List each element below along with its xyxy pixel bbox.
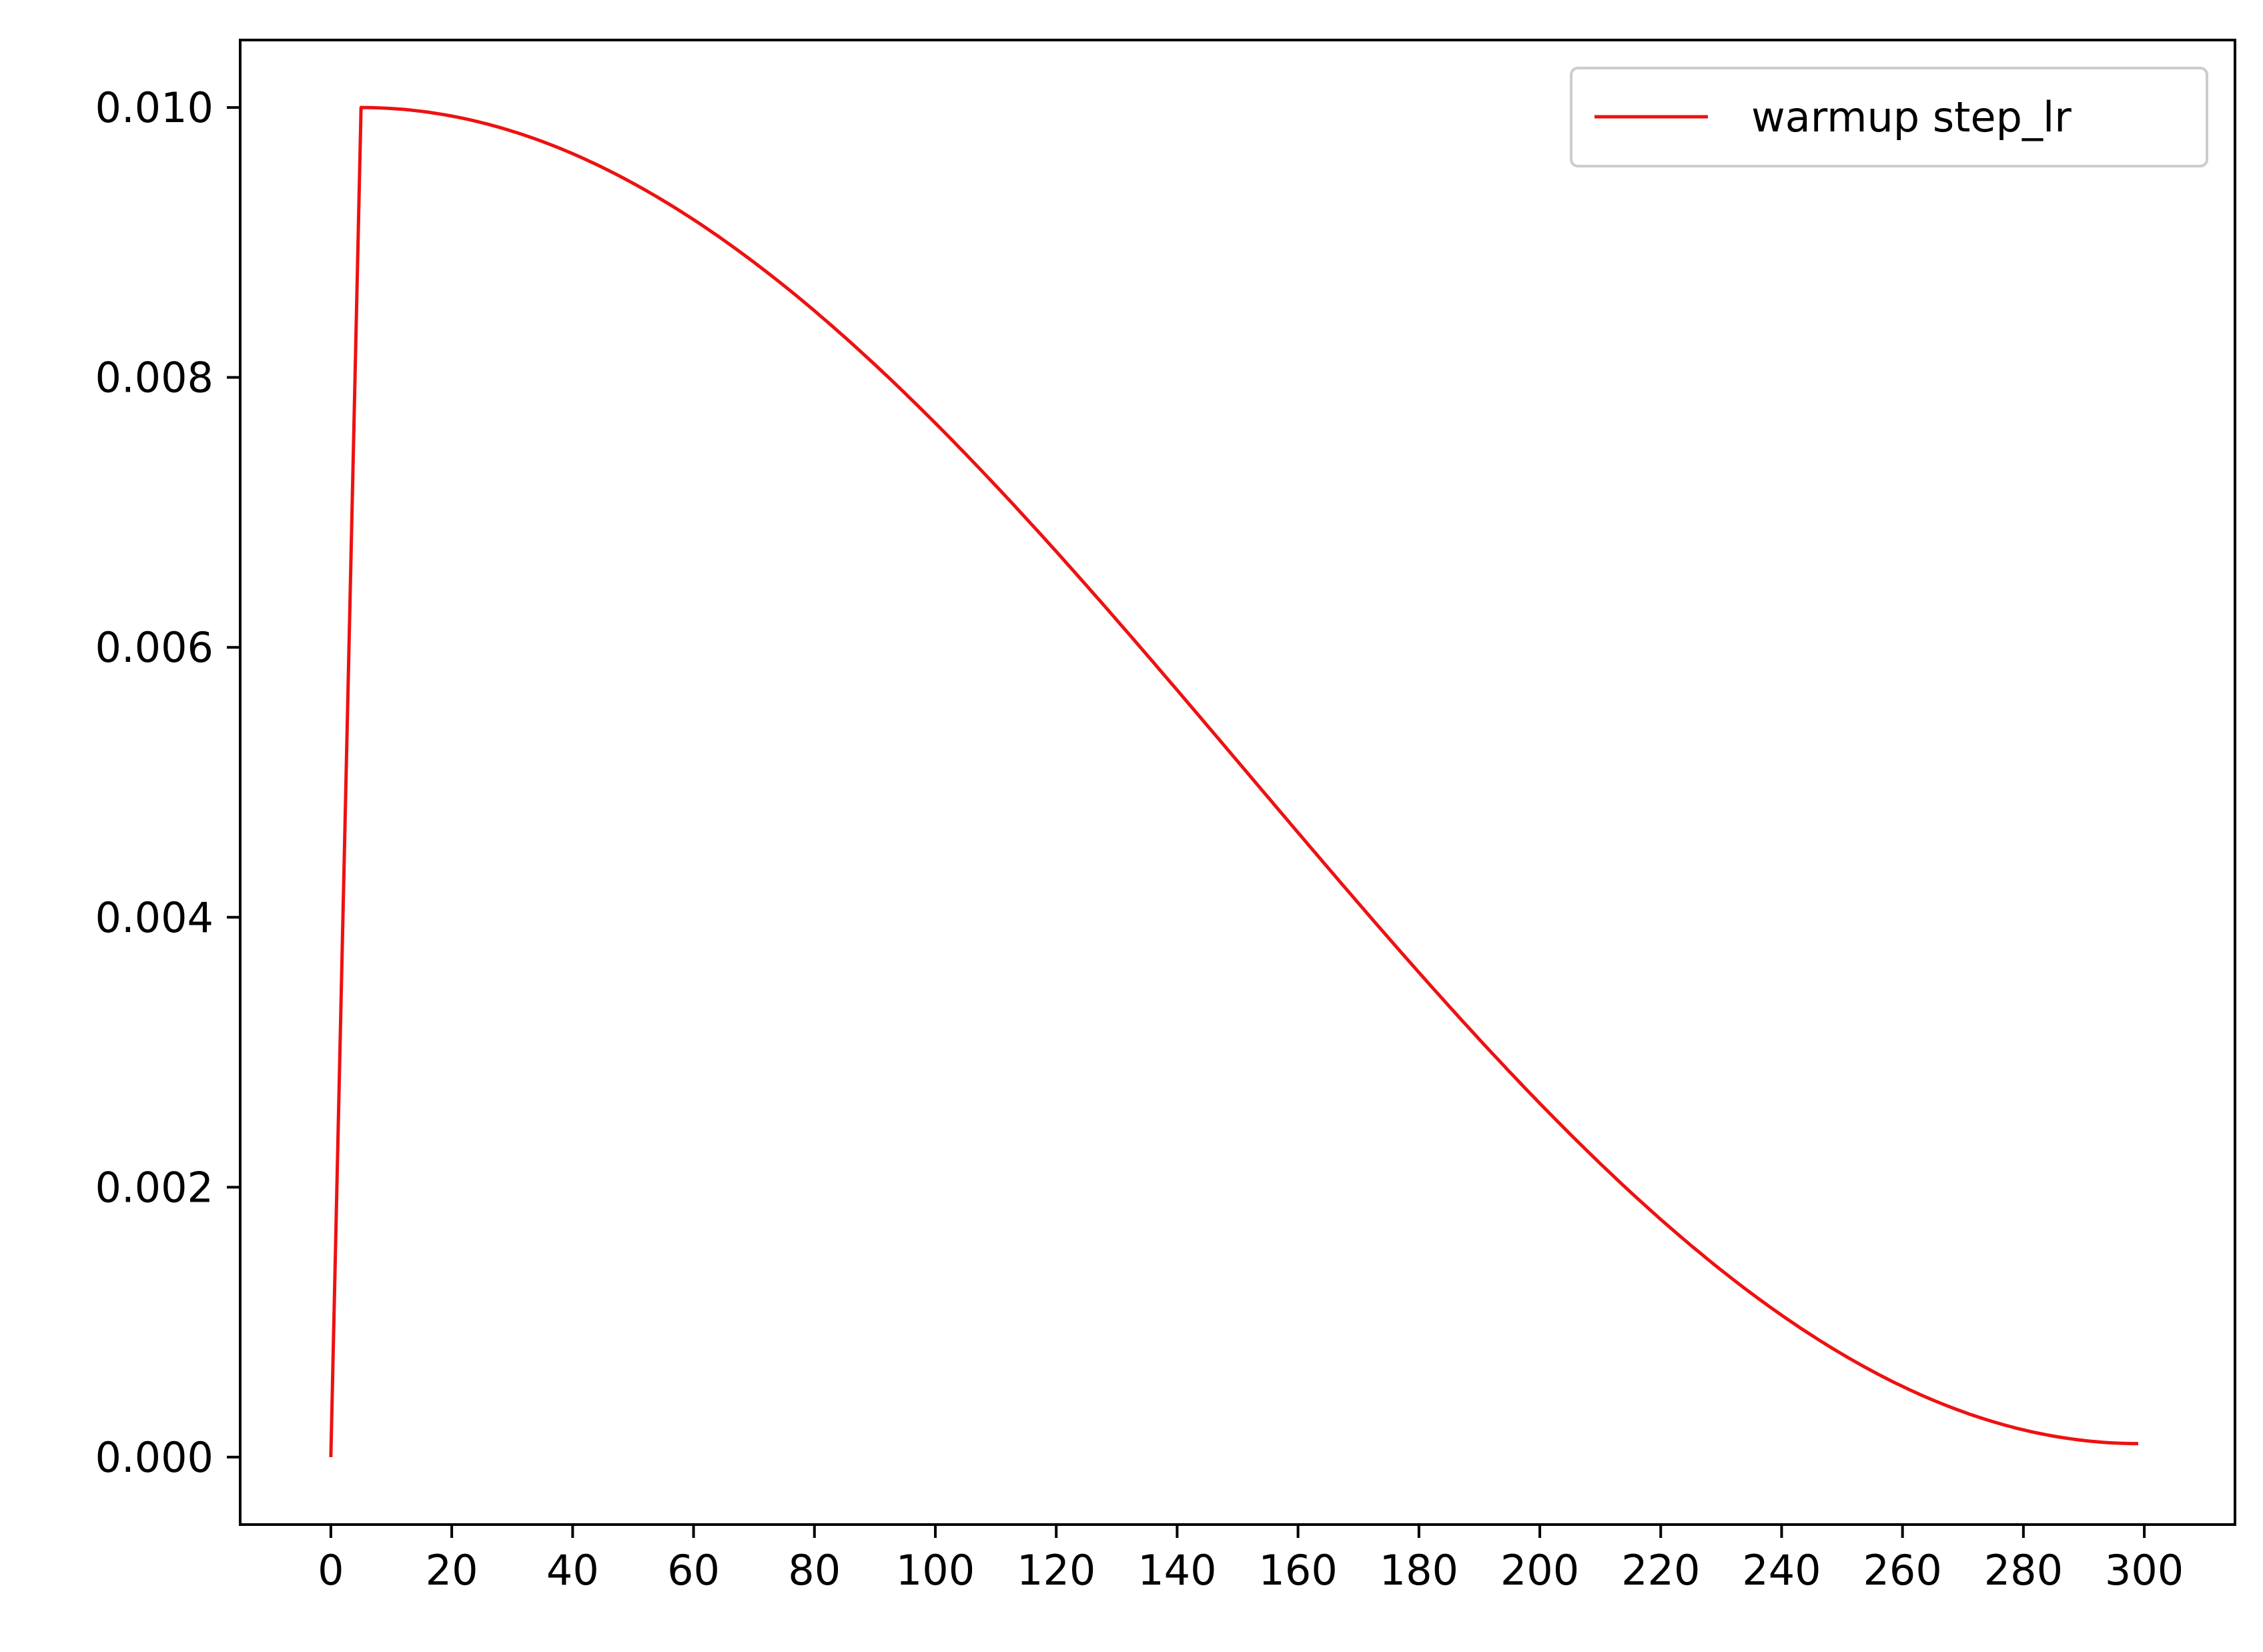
x-tick-label-300: 300 <box>2105 1546 2184 1595</box>
x-tick-label-120: 120 <box>1017 1546 1095 1595</box>
x-tick-label-220: 220 <box>1621 1546 1700 1595</box>
x-axis: 0 20 40 60 80 100 120 140 160 180 200 220 240 260 280 3… <box>318 1525 2184 1595</box>
x-tick-label-280: 280 <box>1984 1546 2063 1595</box>
y-tick-label-0.010: 0.010 <box>95 83 214 132</box>
series-layer <box>329 105 2138 1457</box>
y-tick-label-0.002: 0.002 <box>95 1163 214 1212</box>
plot-frame <box>239 39 2236 1526</box>
x-tick-label-260: 260 <box>1863 1546 1941 1595</box>
plot-background <box>240 40 2235 1525</box>
y-tick-label-0.008: 0.008 <box>95 354 214 402</box>
y-tick-label-0.006: 0.006 <box>95 623 214 672</box>
series-line-0 <box>329 105 2138 1457</box>
legend: warmup step_lr <box>1570 67 2208 167</box>
x-tick-label-0: 0 <box>318 1546 344 1595</box>
x-tick-label-180: 180 <box>1380 1546 1458 1595</box>
legend-label-warmup-step-lr: warmup step_lr <box>1751 93 2072 141</box>
x-tick-label-140: 140 <box>1138 1546 1216 1595</box>
y-tick-label-0.000: 0.000 <box>95 1433 214 1482</box>
x-tick-label-40: 40 <box>546 1546 599 1595</box>
x-tick-label-100: 100 <box>896 1546 975 1595</box>
x-tick-label-240: 240 <box>1742 1546 1821 1595</box>
x-tick-label-20: 20 <box>426 1546 478 1595</box>
x-tick-label-200: 200 <box>1500 1546 1579 1595</box>
x-tick-label-160: 160 <box>1258 1546 1337 1595</box>
y-tick-label-0.004: 0.004 <box>95 893 214 942</box>
y-axis: 0.000 0.002 0.004 0.006 0.008 0.010 <box>95 83 240 1482</box>
legend-box <box>1570 67 2208 167</box>
x-tick-label-80: 80 <box>788 1546 841 1595</box>
x-tick-label-60: 60 <box>667 1546 720 1595</box>
